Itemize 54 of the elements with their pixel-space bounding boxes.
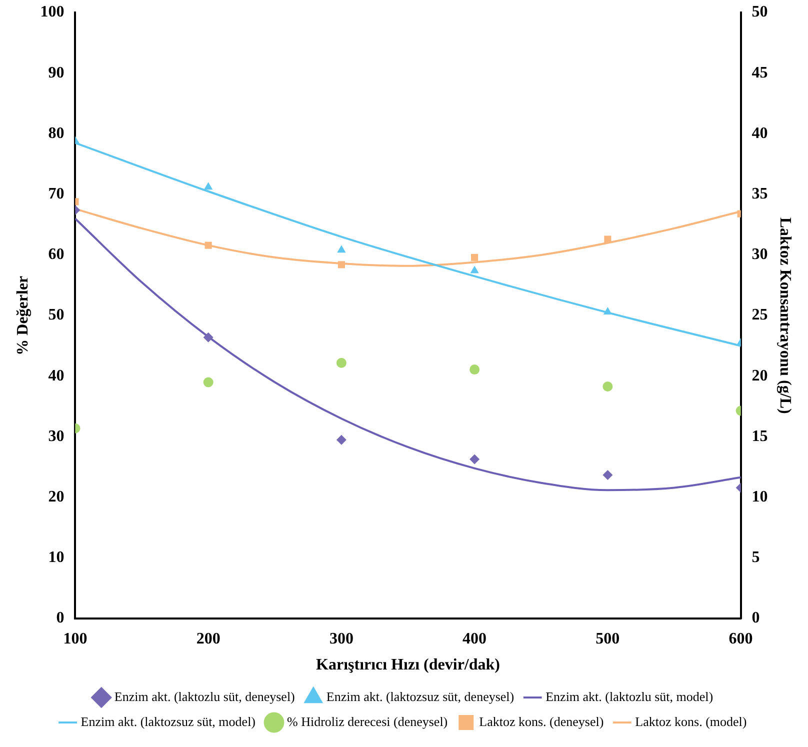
point	[470, 364, 480, 375]
point	[204, 242, 212, 249]
point	[337, 245, 346, 253]
y-tick-label: 50	[48, 306, 64, 324]
y2-tick-label: 30	[752, 246, 768, 264]
legend-label: Enzim akt. (laktozlu süt, model)	[546, 688, 714, 704]
legend-label: Laktoz kons. (deneysel)	[479, 714, 604, 729]
y2-tick-label: 5	[752, 549, 760, 566]
y-tick-label: 80	[48, 124, 64, 142]
point	[602, 382, 613, 392]
y-tick-label: 70	[48, 186, 64, 203]
y-tick-label: 30	[48, 428, 64, 445]
y-tick-label: 40	[48, 367, 64, 384]
x-tick-label: 500	[596, 630, 620, 648]
point	[470, 266, 479, 274]
point	[604, 236, 612, 243]
x-tick-label: 600	[728, 630, 753, 648]
point	[338, 261, 345, 268]
legend-label: Laktoz kons. (model)	[635, 714, 747, 729]
y2-axis-title: Laktoz Konsantrayonu (g/L)	[776, 217, 794, 414]
point	[602, 470, 613, 480]
y2-tick-label: 35	[752, 186, 768, 203]
y-tick-label: 10	[48, 549, 64, 566]
legend-label: Enzim akt. (laktozsuz süt, model)	[80, 714, 256, 729]
y-tick-label: 20	[48, 488, 64, 506]
x-tick-label: 200	[196, 630, 220, 648]
y2-tick-label: 50	[752, 4, 768, 21]
point	[203, 377, 214, 388]
point	[470, 454, 480, 464]
legend-label: Enzim akt. (laktozlu süt, deneysel)	[114, 688, 295, 704]
y2-tick-label: 15	[752, 428, 768, 445]
point	[204, 182, 213, 190]
line-series	[75, 218, 741, 492]
x-tick-label: 100	[63, 630, 88, 648]
x-axis-title: Karıştırıcı Hızı (devir/dak)	[316, 656, 500, 674]
point	[471, 254, 478, 261]
y2-tick-label: 0	[752, 610, 760, 627]
y2-tick-label: 40	[752, 124, 768, 142]
y-tick-label: 100	[40, 4, 64, 21]
point	[203, 332, 214, 342]
y-tick-label: 60	[48, 246, 64, 264]
y2-tick-label: 20	[752, 367, 768, 384]
point	[336, 434, 346, 445]
y2-tick-label: 10	[752, 488, 768, 506]
y2-tick-label: 45	[752, 64, 768, 82]
x-tick-label: 300	[329, 630, 354, 648]
y2-tick-label: 25	[752, 306, 768, 324]
point	[336, 358, 346, 368]
x-tick-label: 400	[462, 630, 487, 648]
y-axis-title: % Değerler	[14, 276, 32, 356]
y-tick-label: 0	[56, 610, 64, 627]
y-tick-label: 90	[48, 64, 64, 82]
legend-label: % Hidroliz derecesi (deneysel)	[287, 714, 448, 729]
legend-label: Enzim akt. (laktozsuz süt, deneysel)	[326, 688, 514, 704]
